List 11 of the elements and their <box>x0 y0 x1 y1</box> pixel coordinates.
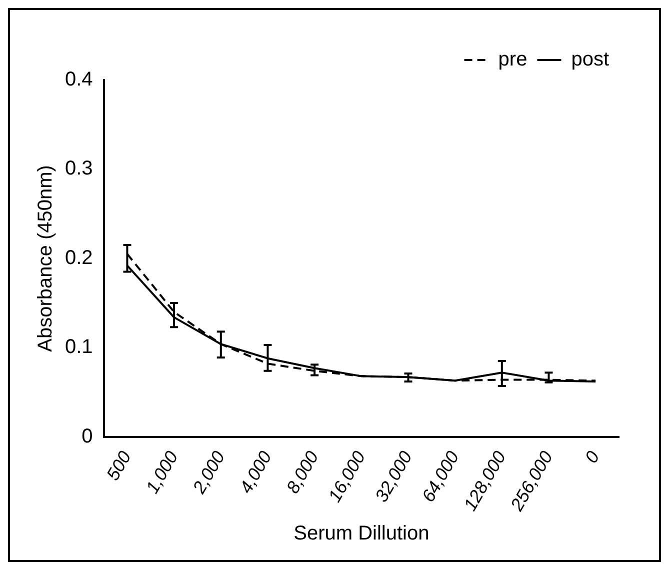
legend-label: post <box>571 48 610 71</box>
y-tick-label: 0 <box>82 425 93 448</box>
y-tick-label: 0.3 <box>64 158 93 180</box>
x-axis-title: Serum Dillution <box>294 522 430 545</box>
legend-label: pre <box>498 48 528 71</box>
y-tick-label: 0.4 <box>64 68 93 91</box>
y-axis-title: Absorbance (450nm) <box>34 165 57 352</box>
x-tick-label: 0 <box>581 448 604 466</box>
y-tick-label: 0.1 <box>64 336 93 358</box>
x-tick-label: 500 <box>102 448 136 484</box>
y-tick-label: 0.2 <box>64 246 93 269</box>
